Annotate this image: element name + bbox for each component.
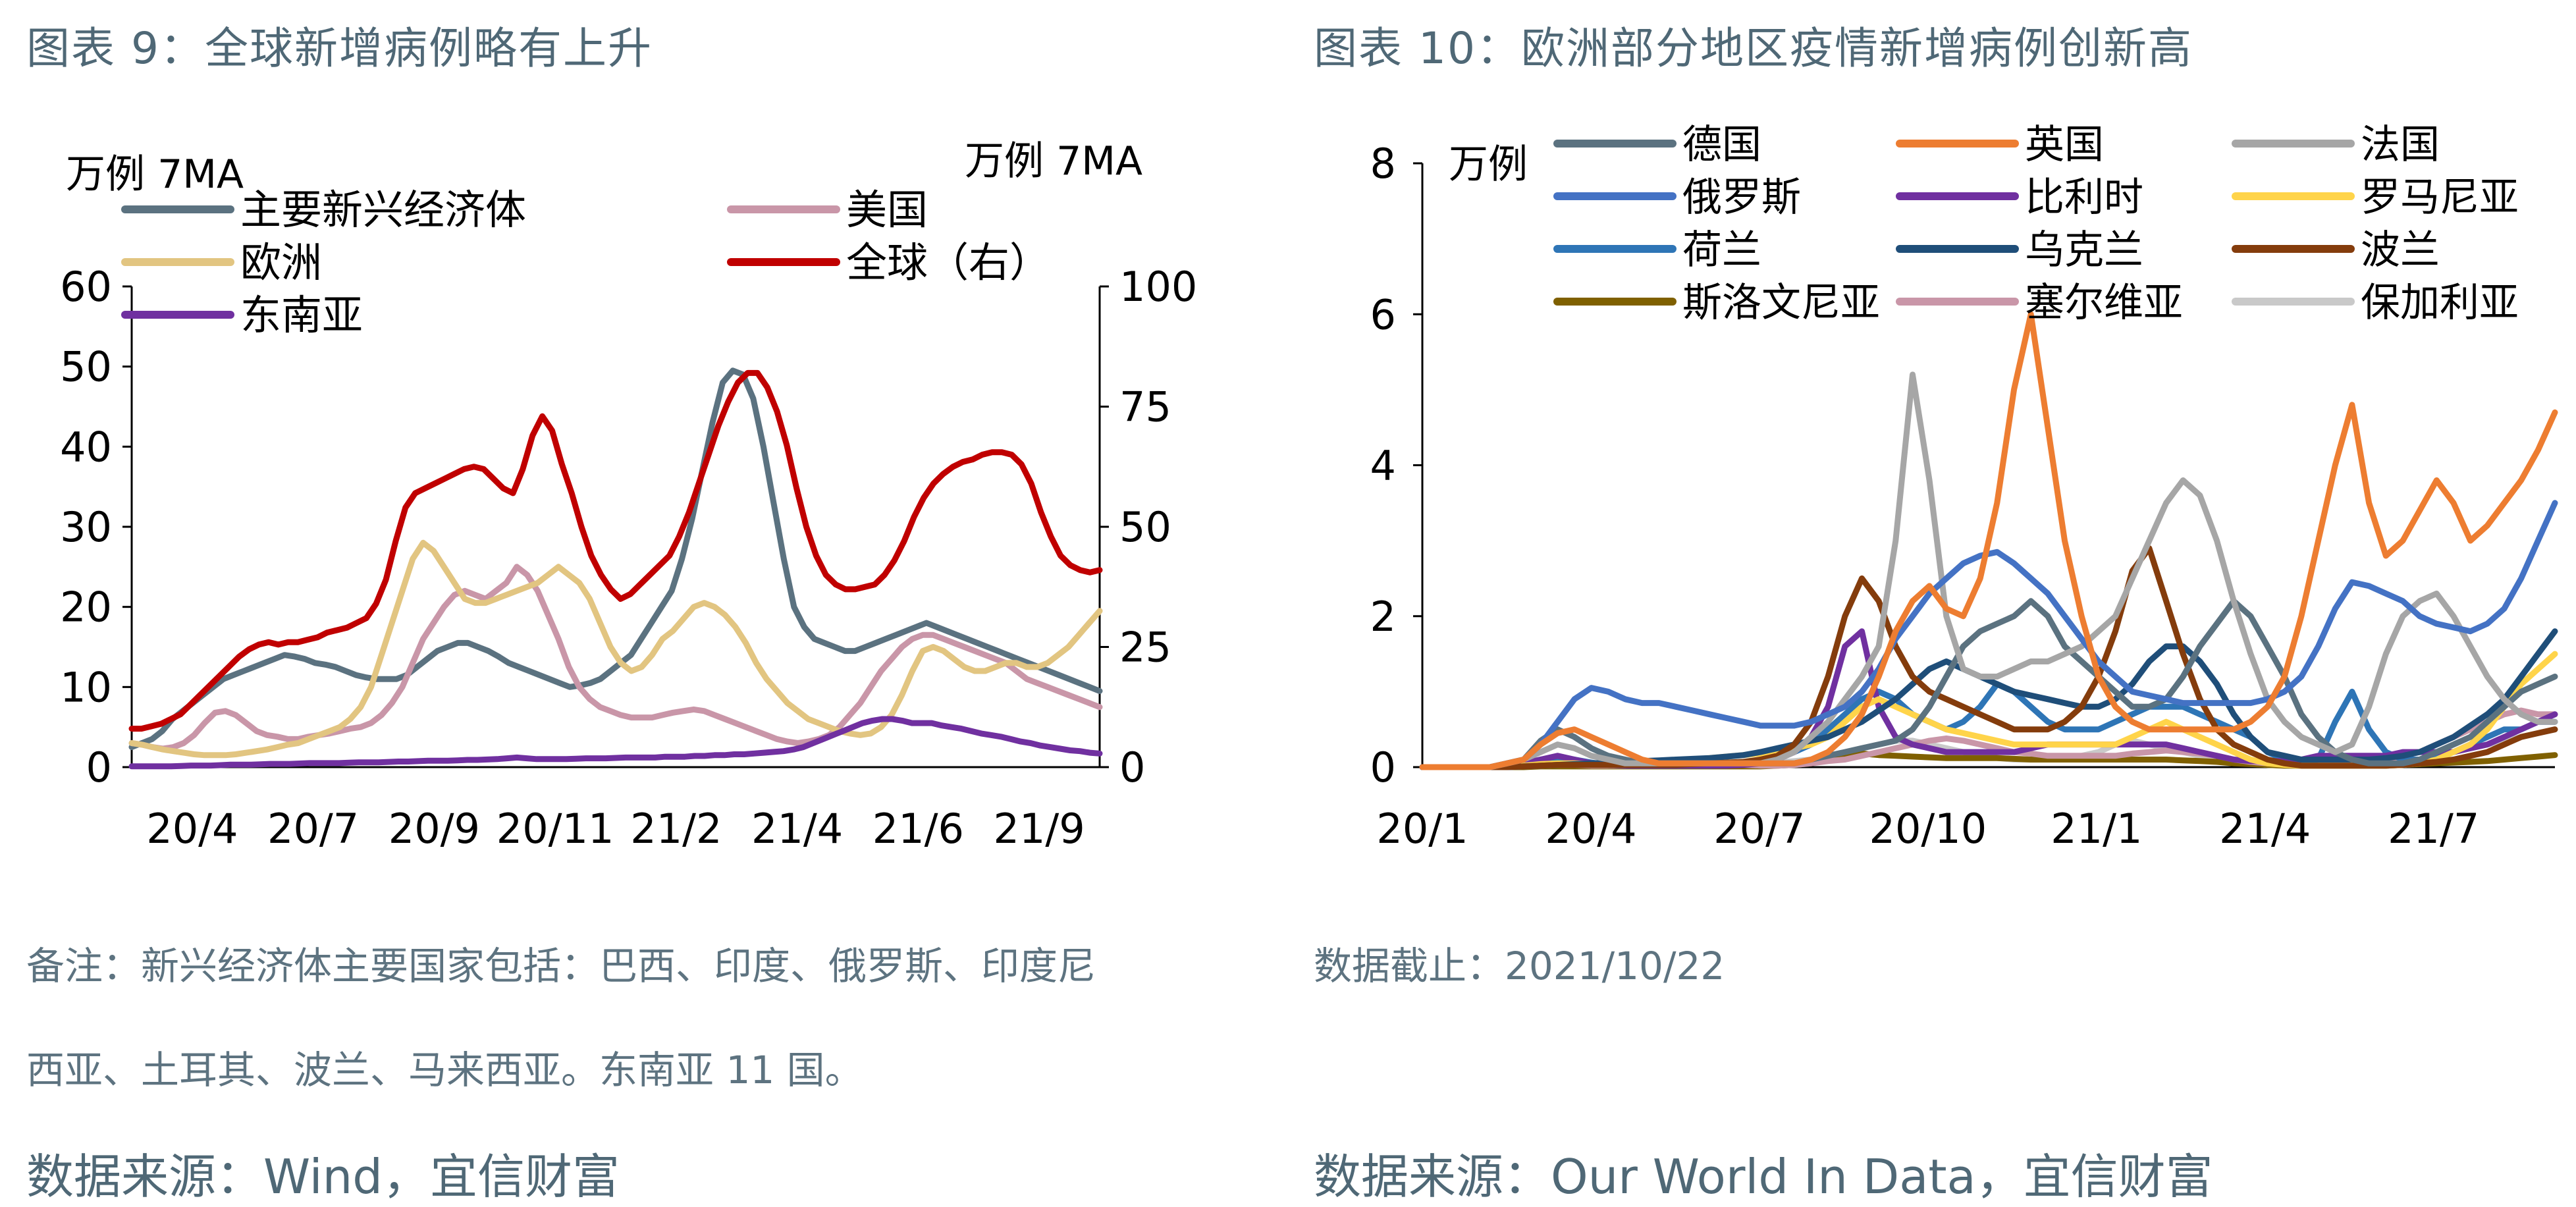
right-chart-y-unit: 万例 xyxy=(1449,142,1528,188)
legend-label: 全球（右） xyxy=(846,238,1050,286)
right-note: 数据截止：2021/10/22 xyxy=(1314,944,1725,988)
left-y-tick-label: 30 xyxy=(60,503,112,551)
left-y-tick-label: 60 xyxy=(60,263,112,311)
legend-label: 比利时 xyxy=(2025,174,2143,221)
left-y-tick-label: 20 xyxy=(60,583,112,631)
x-tick-label: 21/4 xyxy=(751,805,843,853)
legend-label: 主要新兴经济体 xyxy=(240,186,526,234)
series-line-欧洲 xyxy=(128,539,1103,759)
right-y-tick-label: 100 xyxy=(1119,263,1197,311)
x-tick-label: 20/7 xyxy=(267,805,359,853)
series-line-英国 xyxy=(1419,311,2558,770)
y-tick-label: 6 xyxy=(1370,290,1396,338)
left-chart-title: 图表 9：全球新增病例略有上升 xyxy=(26,23,653,74)
x-tick-label: 21/6 xyxy=(872,805,964,853)
right-chart: 万例 0 2 4 6 8 20/1 20/4 20/7 20/10 21/1 21/4 21/7 德国… xyxy=(1370,122,2558,853)
x-tick-label: 20/4 xyxy=(1545,805,1636,853)
series-line-美国 xyxy=(128,564,1103,752)
x-tick-label: 20/9 xyxy=(389,805,480,853)
y-tick-label: 2 xyxy=(1370,593,1396,641)
legend-label: 罗马尼亚 xyxy=(2361,174,2519,221)
series-line-东南亚 xyxy=(128,716,1103,770)
series-line-德国 xyxy=(1419,598,2558,770)
right-y-tick-label: 0 xyxy=(1119,743,1145,791)
x-tick-label: 21/9 xyxy=(994,805,1085,853)
right-source: 数据来源：Our World In Data，宜信财富 xyxy=(1314,1149,2213,1204)
legend-label: 俄罗斯 xyxy=(1682,174,1801,221)
x-tick-label: 21/1 xyxy=(2051,805,2142,853)
x-tick-label: 21/2 xyxy=(630,805,722,853)
x-tick-label: 20/7 xyxy=(1713,805,1805,853)
legend-label: 乌克兰 xyxy=(2025,227,2143,273)
legend-label: 保加利亚 xyxy=(2361,280,2519,326)
legend-label: 荷兰 xyxy=(1682,227,1761,273)
right-y-tick-label: 50 xyxy=(1119,503,1171,551)
left-y-tick-label: 50 xyxy=(60,343,112,391)
legend-label: 东南亚 xyxy=(240,291,363,339)
left-y-tick-label: 0 xyxy=(86,743,112,791)
right-y-tick-label: 25 xyxy=(1119,624,1171,672)
x-tick-label: 21/4 xyxy=(2219,805,2311,853)
series-line-全球-右- xyxy=(128,369,1103,732)
legend-label: 波兰 xyxy=(2361,227,2440,273)
x-tick-label: 20/10 xyxy=(1869,805,1987,853)
x-tick-label: 20/4 xyxy=(146,805,238,853)
x-tick-label: 20/11 xyxy=(496,805,614,853)
legend-label: 塞尔维亚 xyxy=(2025,280,2183,326)
legend-label: 英国 xyxy=(2025,122,2104,168)
y-tick-label: 4 xyxy=(1370,442,1396,490)
right-chart-title: 图表 10：欧洲部分地区疫情新增病例创新高 xyxy=(1314,23,2193,74)
series-line-主要新兴经济体 xyxy=(128,367,1103,751)
legend-label: 美国 xyxy=(846,186,928,234)
left-note-line2: 西亚、土耳其、波兰、马来西亚。东南亚 11 国。 xyxy=(26,1048,863,1092)
left-y-tick-label: 10 xyxy=(60,663,112,711)
legend-label: 欧洲 xyxy=(240,238,322,286)
y-tick-label: 8 xyxy=(1370,140,1396,188)
legend-label: 法国 xyxy=(2361,122,2440,168)
left-y-tick-label: 40 xyxy=(60,423,112,471)
y-tick-label: 0 xyxy=(1370,743,1396,791)
legend-label: 德国 xyxy=(1682,122,1761,168)
left-note-line1: 备注：新兴经济体主要国家包括：巴西、印度、俄罗斯、印度尼 xyxy=(26,944,1096,988)
x-tick-label: 20/1 xyxy=(1376,805,1468,853)
left-source: 数据来源：Wind，宜信财富 xyxy=(26,1149,620,1204)
legend-label: 斯洛文尼亚 xyxy=(1682,280,1880,326)
left-chart: 万例 7MA 万例 7MA 0 10 20 30 40 50 60 0 25 50 75 100 20/… xyxy=(60,138,1197,853)
x-tick-label: 21/7 xyxy=(2388,805,2479,853)
right-y-tick-label: 75 xyxy=(1119,383,1171,431)
series-line-法国 xyxy=(1419,371,2558,770)
right-y-unit: 万例 7MA xyxy=(965,138,1142,184)
left-y-unit: 万例 7MA xyxy=(66,151,244,198)
